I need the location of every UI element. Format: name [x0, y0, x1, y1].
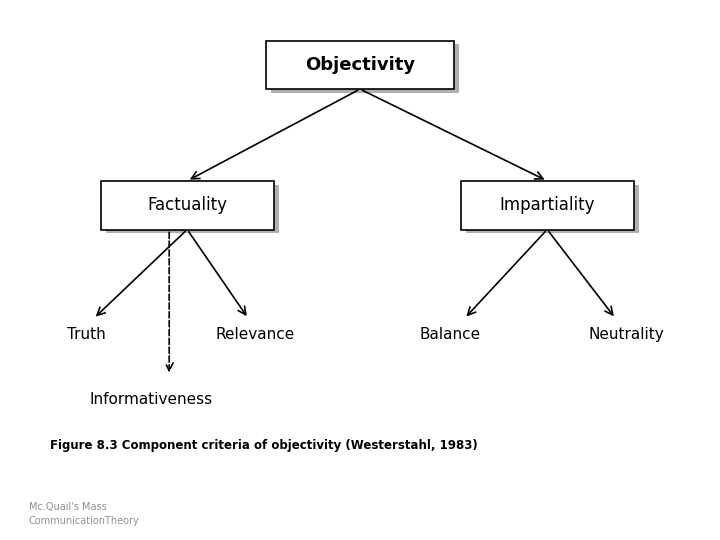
- Text: Truth: Truth: [67, 327, 106, 342]
- Text: Objectivity: Objectivity: [305, 56, 415, 74]
- Text: Mc.Quail's Mass
CommunicationTheory: Mc.Quail's Mass CommunicationTheory: [29, 502, 140, 526]
- FancyBboxPatch shape: [266, 40, 454, 89]
- Text: Factuality: Factuality: [147, 196, 228, 214]
- FancyBboxPatch shape: [466, 185, 639, 233]
- FancyBboxPatch shape: [106, 185, 279, 233]
- FancyBboxPatch shape: [461, 181, 634, 230]
- Text: Figure 8.3 Component criteria of objectivity (Westerstahl, 1983): Figure 8.3 Component criteria of objecti…: [50, 439, 478, 452]
- FancyBboxPatch shape: [101, 181, 274, 230]
- Text: Relevance: Relevance: [216, 327, 295, 342]
- Text: Neutrality: Neutrality: [588, 327, 665, 342]
- Text: Balance: Balance: [420, 327, 480, 342]
- FancyBboxPatch shape: [271, 44, 459, 93]
- Text: Informativeness: Informativeness: [89, 392, 213, 407]
- Text: Impartiality: Impartiality: [500, 196, 595, 214]
